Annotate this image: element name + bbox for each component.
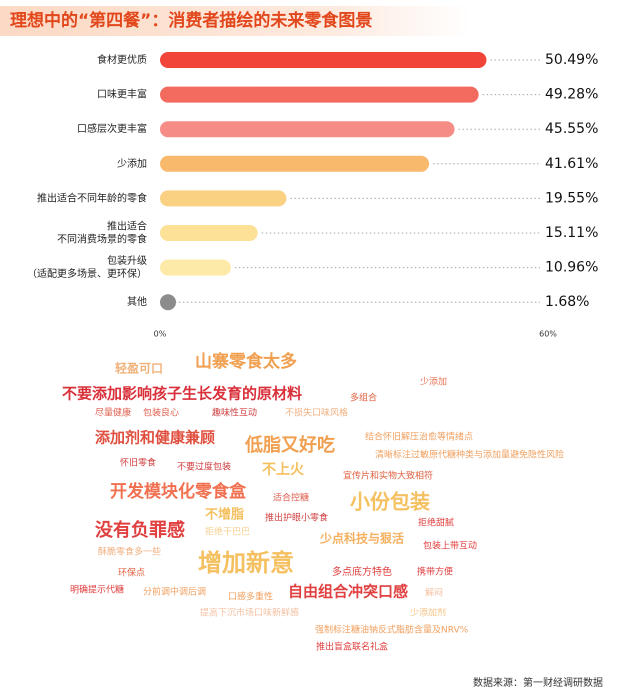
- cloud-word: 包装良心: [143, 407, 179, 419]
- cloud-word: 尽量健康: [95, 407, 131, 419]
- value-label: 10.96%: [545, 260, 598, 276]
- y-tick-label: 食材更优质: [97, 53, 147, 66]
- bar: [160, 190, 287, 207]
- cloud-word: 分前调中调后调: [143, 586, 206, 598]
- title-band: [0, 6, 470, 36]
- cloud-word: 自由组合冲突口感: [288, 583, 408, 601]
- value-label: 15.11%: [545, 225, 598, 241]
- y-tick-label: 少添加: [117, 157, 147, 170]
- cloud-word: 解闷: [425, 587, 443, 599]
- cloud-word: 多组合: [350, 392, 377, 404]
- cloud-word: 拒绝甜腻: [418, 517, 454, 529]
- bar: [160, 225, 258, 241]
- cloud-word: 强制标注糖油钠反式脂肪含量及NRV%: [315, 624, 469, 636]
- value-label: 19.55%: [545, 190, 598, 206]
- value-label: 1.68%: [545, 294, 589, 310]
- cloud-word: 不损失口味风格: [285, 407, 348, 419]
- cloud-word: 清晰标注过敏原代糖种类与添加量避免隐性风险: [375, 449, 564, 461]
- cloud-word: 推出盲盒联名礼盒: [316, 641, 388, 653]
- value-label: 50.49%: [545, 52, 598, 68]
- value-label: 45.55%: [545, 121, 598, 137]
- cloud-word: 不上火: [262, 462, 305, 478]
- cloud-word: 明确提示代糖: [70, 584, 124, 596]
- cloud-word: 增加新意: [198, 549, 294, 577]
- cloud-word: 酥脆零食多一些: [98, 546, 161, 558]
- cloud-word: 添加剂和健康兼顾: [95, 429, 215, 447]
- x-tick-label: 60%: [539, 330, 557, 339]
- y-tick-label: 推出适合不同消费场景的零食: [57, 220, 147, 246]
- cloud-word: 趣味性互动: [212, 407, 257, 419]
- bar: [160, 121, 455, 138]
- source: 数据来源：第一财经调研数据: [473, 676, 603, 689]
- cloud-word: 低脂又好吃: [244, 434, 335, 456]
- cloud-word: 开发模块化零食盒: [110, 481, 247, 502]
- cloud-word: 口感多重性: [228, 591, 273, 603]
- cloud-word: 包装上带互动: [423, 540, 477, 552]
- bar: [160, 155, 430, 172]
- cloud-word: 适合控糖: [273, 492, 309, 504]
- bar: [160, 52, 487, 68]
- bar: [160, 86, 479, 103]
- bar: [160, 259, 231, 276]
- cloud-word: 不要过度包装: [177, 461, 231, 473]
- cloud-word: 环保点: [118, 567, 145, 579]
- y-tick-label: 口感层次更丰富: [77, 122, 147, 135]
- cloud-word: 结合怀旧解压治愈等情绪点: [365, 431, 473, 443]
- y-tick-label: 推出适合不同年龄的零食: [37, 191, 147, 204]
- cloud-word: 宣传片和实物大致相符: [343, 470, 433, 482]
- cloud-word: 轻盈可口: [115, 361, 163, 376]
- bar: [160, 294, 176, 311]
- value-label: 41.61%: [545, 156, 598, 172]
- cloud-word: 携带方便: [417, 566, 453, 578]
- cloud-word: 少添加: [420, 377, 447, 388]
- cloud-word: 怀旧零食: [120, 457, 156, 469]
- cloud-word: 推出护眼小零食: [265, 512, 328, 524]
- cloud-word: 少添加剂: [410, 607, 446, 619]
- y-tick-label: 口味更丰富: [97, 88, 147, 101]
- cloud-word: 没有负罪感: [95, 519, 185, 541]
- cloud-word: 提高下沉市场口味新鲜感: [200, 607, 299, 619]
- cloud-word: 少点科技与狠活: [319, 531, 404, 546]
- x-tick-label: 0%: [154, 330, 167, 339]
- value-label: 49.28%: [545, 87, 598, 103]
- chart-title: 理想中的“第四餐”：消费者描绘的未来零食图景: [10, 10, 372, 31]
- cloud-word: 山寨零食太多: [195, 351, 297, 372]
- cloud-word: 拒绝干巴巴: [205, 526, 250, 538]
- y-tick-label: 其他: [127, 295, 147, 308]
- cloud-word: 小份包装: [350, 490, 430, 514]
- cloud-word: 不要添加影响孩子生长发育的原材料: [62, 385, 302, 403]
- y-tick-label: 包装升级（适配更多场景、更环保）: [27, 254, 147, 280]
- cloud-word: 多点底方特色: [332, 565, 392, 578]
- cloud-word: 不增脂: [205, 507, 244, 523]
